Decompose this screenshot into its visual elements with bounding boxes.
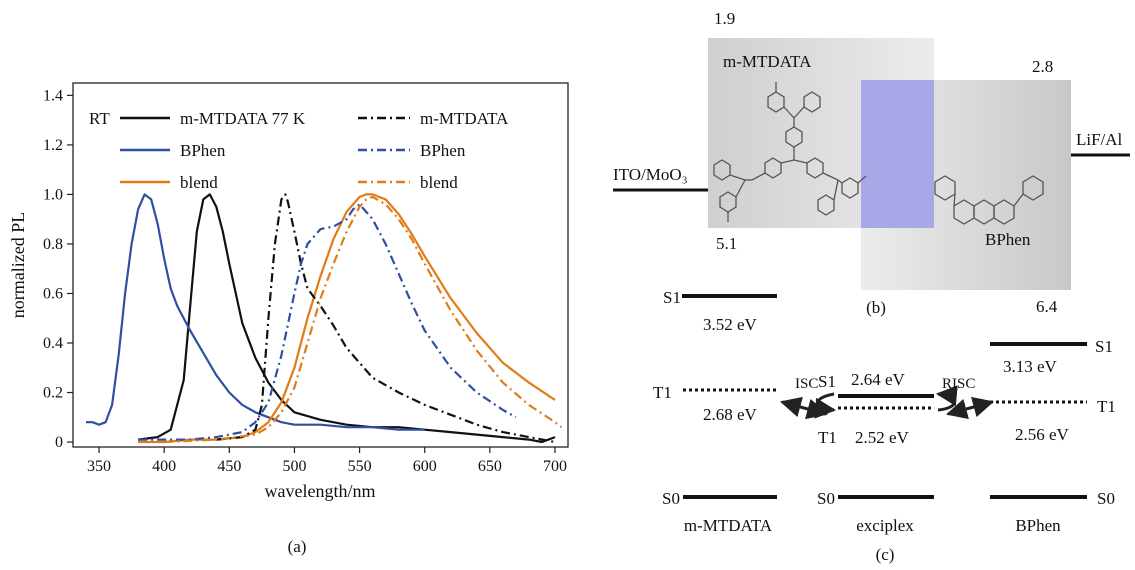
legend-label-mmtdata-77k: m-MTDATA 77 K — [180, 109, 306, 128]
column-label-exciplex: exciplex — [856, 516, 914, 535]
mmtdata-exciplex-transfer-arrow — [779, 396, 829, 420]
acceptor-name: BPhen — [985, 230, 1031, 249]
x-axis-label: wavelength/nm — [265, 481, 376, 501]
donor-lumo-value: 1.9 — [714, 9, 735, 28]
x-tick-label: 350 — [87, 458, 111, 475]
legend-label-bphen: BPhen — [180, 141, 226, 160]
exciplex-s1-value: 2.64 eV — [851, 370, 906, 389]
energy-level-diagram: ITO/MoO₃ LiF/Al 1.9 5.1 2.8 6.4 m-MTDATA… — [613, 9, 1130, 317]
x-tick-label: 650 — [478, 458, 502, 475]
bphen-exciplex-transfer-arrow — [945, 396, 995, 420]
lif-electrode-label: LiF/Al — [1076, 130, 1123, 149]
risc-arrow — [935, 385, 958, 412]
series-line-rt-m-mtdata — [216, 193, 556, 444]
exciplex-s0-label: S0 — [817, 489, 835, 508]
state-energy-diagram: S1 3.52 eV T1 2.68 eV S0 m-MTDATA S1 2.6… — [653, 288, 1116, 564]
acceptor-homo-value: 6.4 — [1036, 297, 1058, 316]
plot-frame — [72, 82, 569, 448]
donor-name: m-MTDATA — [723, 52, 812, 71]
bphen-t1-value: 2.56 eV — [1015, 425, 1070, 444]
mmtdata-t1-value: 2.68 eV — [703, 405, 758, 424]
x-axis-ticks: 350 400 450 500 550 600 650 700 — [87, 447, 567, 475]
acceptor-lumo-value: 2.8 — [1032, 57, 1053, 76]
panel-label-a: (a) — [288, 537, 307, 556]
x-tick-label: 700 — [543, 458, 567, 475]
risc-label: RISC — [942, 376, 975, 392]
isc-arrow — [814, 392, 837, 419]
y-tick-label: 1.2 — [43, 137, 63, 154]
x-tick-label: 550 — [348, 458, 372, 475]
ito-electrode-label: ITO/MoO₃ — [613, 165, 688, 184]
series-line-bphen — [86, 193, 425, 431]
legend-label-blend: blend — [180, 173, 218, 192]
y-tick-label: 0 — [55, 434, 63, 451]
column-label-mmtdata: m-MTDATA — [684, 516, 773, 535]
y-tick-label: 1.4 — [43, 87, 63, 104]
y-tick-label: 0.4 — [43, 335, 63, 352]
series-line-rt-bphen — [138, 203, 517, 441]
mmtdata-t1-label: T1 — [653, 383, 672, 402]
y-axis-label: normalized PL — [8, 212, 28, 318]
exciplex-s1-label: S1 — [818, 372, 836, 391]
overlap-region — [861, 80, 934, 228]
legend: RT m-MTDATA 77 K BPhen blend m-MTDATA BP… — [89, 109, 509, 192]
donor-homo-value: 5.1 — [716, 234, 737, 253]
x-tick-label: 400 — [152, 458, 176, 475]
pl-spectra-chart: 350 400 450 500 550 600 650 700 0 0.2 0.4 0.6 0.8 1.… — [8, 82, 569, 556]
panel-label-c: (c) — [876, 545, 895, 564]
column-label-bphen: BPhen — [1015, 516, 1061, 535]
x-tick-label: 600 — [413, 458, 437, 475]
bphen-s0-label: S0 — [1097, 489, 1115, 508]
y-tick-label: 0.6 — [43, 285, 63, 302]
y-tick-label: 0.2 — [43, 385, 63, 402]
y-axis-ticks: 0 0.2 0.4 0.6 0.8 1.0 1.2 1.4 — [43, 87, 73, 451]
mmtdata-s1-label: S1 — [663, 288, 681, 307]
isc-label: ISC — [795, 376, 818, 392]
x-tick-label: 450 — [217, 458, 241, 475]
mmtdata-s1-value: 3.52 eV — [703, 315, 758, 334]
series-line-m-mtdata-77-k — [137, 193, 556, 444]
legend-label-blend-rt: blend — [420, 173, 458, 192]
bphen-s1-label: S1 — [1095, 337, 1113, 356]
y-tick-label: 1.0 — [43, 186, 63, 203]
y-tick-label: 0.8 — [43, 236, 63, 253]
legend-label-mmtdata-rt: m-MTDATA — [420, 109, 509, 128]
series-line-rt-blend — [164, 195, 563, 444]
bphen-structure-icon — [934, 175, 1044, 225]
bphen-s1-value: 3.13 eV — [1003, 357, 1058, 376]
panel-label-b: (b) — [866, 298, 886, 317]
mmtdata-structure-icon — [713, 82, 867, 222]
exciplex-t1-label: T1 — [818, 428, 837, 447]
legend-label-bphen-rt: BPhen — [420, 141, 466, 160]
x-tick-label: 500 — [282, 458, 306, 475]
bphen-t1-label: T1 — [1097, 397, 1116, 416]
legend-header: RT — [89, 109, 110, 128]
mmtdata-s0-label: S0 — [662, 489, 680, 508]
exciplex-t1-value: 2.52 eV — [855, 428, 910, 447]
series-layer — [86, 193, 563, 444]
